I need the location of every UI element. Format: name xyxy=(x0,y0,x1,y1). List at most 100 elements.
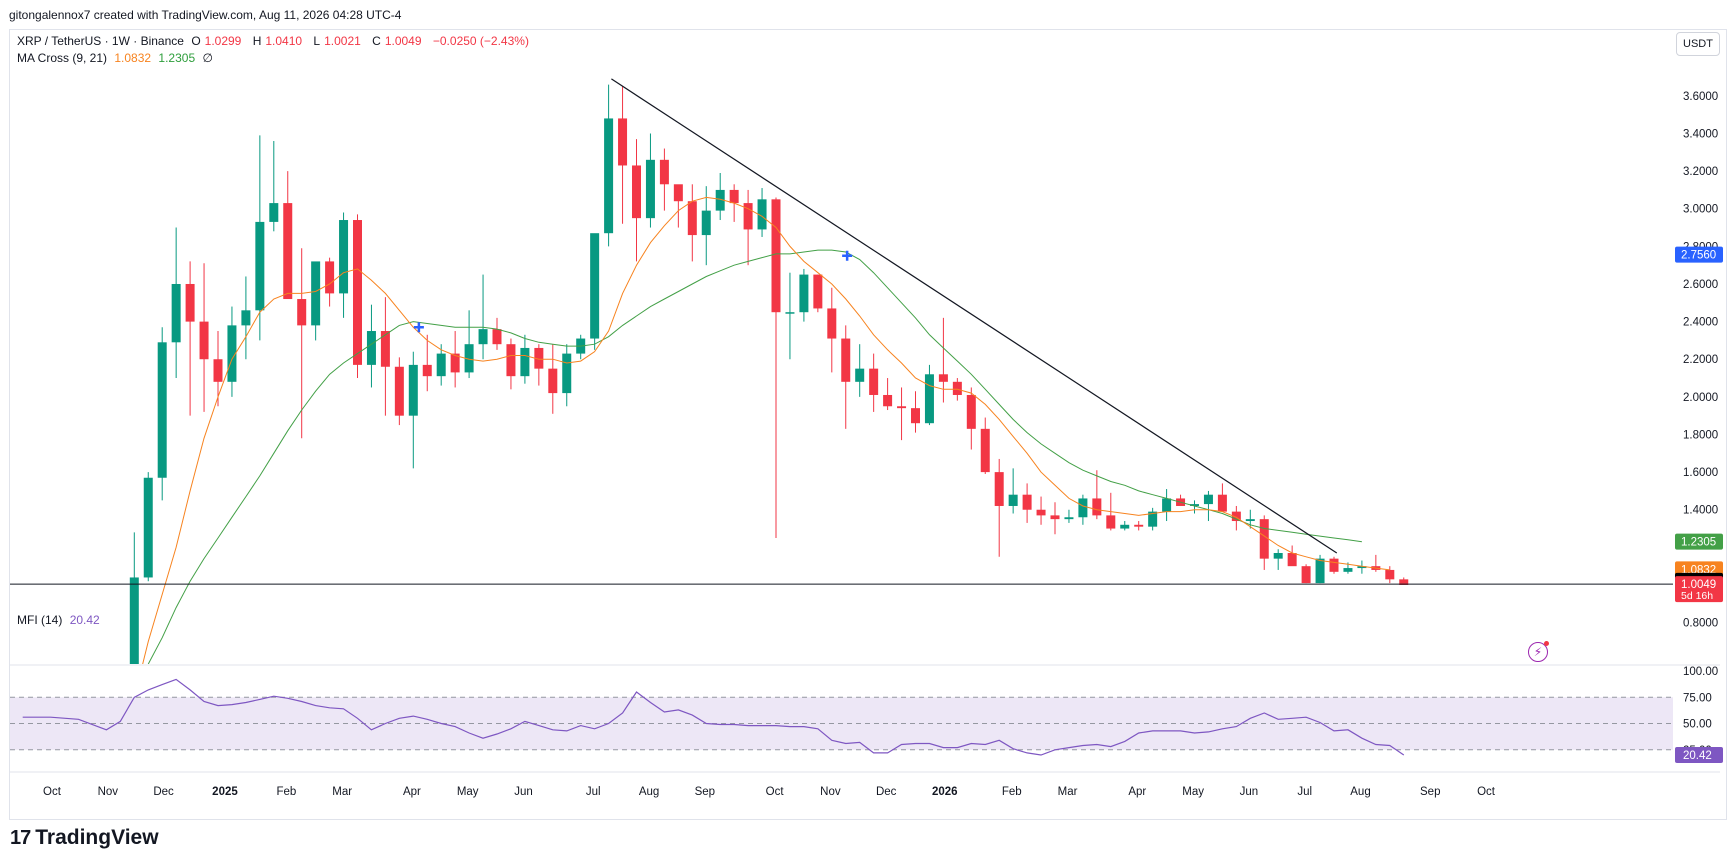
candle-body xyxy=(534,347,544,369)
ma-slow-value: 1.2305 xyxy=(158,51,196,65)
ma-fast-value: 1.0832 xyxy=(114,51,152,65)
legend-low: L 1.0021 xyxy=(313,34,361,48)
candle-body xyxy=(18,673,27,675)
candle-body xyxy=(813,274,823,309)
candle-body xyxy=(129,577,139,664)
candle-body xyxy=(785,312,795,314)
candle-body xyxy=(185,283,195,322)
legend-close: C 1.0049 xyxy=(372,34,422,48)
x-tick-label: Apr xyxy=(1128,786,1146,798)
mfi-value: 20.42 xyxy=(69,613,100,627)
candle-body xyxy=(520,347,530,377)
candle-body xyxy=(1315,558,1325,584)
y-tick-label: 1.4000 xyxy=(1683,505,1718,517)
legend-change: −0.0250 (−2.43%) xyxy=(432,34,529,48)
y-tick-label: 3.2000 xyxy=(1683,166,1718,178)
x-tick-label: Sep xyxy=(695,786,715,798)
price-pane xyxy=(18,78,1409,679)
candle-body xyxy=(1259,519,1269,559)
candle-body xyxy=(1106,515,1116,529)
candle-body xyxy=(938,374,948,382)
candle-body xyxy=(339,220,349,294)
mfi-title[interactable]: MFI (14) xyxy=(17,613,63,627)
candle-body xyxy=(1190,504,1199,506)
candle-body xyxy=(1078,498,1088,518)
candle-body xyxy=(171,283,181,343)
candle-body xyxy=(562,353,572,394)
candle-body xyxy=(1385,569,1395,580)
x-tick-label: Nov xyxy=(820,786,841,798)
candle-body xyxy=(701,210,711,236)
candle-body xyxy=(199,321,209,360)
candle-body xyxy=(353,220,362,365)
chart-frame[interactable] xyxy=(9,29,1727,820)
candle-body xyxy=(394,366,404,416)
candle-body xyxy=(32,672,41,676)
candle-body xyxy=(227,325,237,382)
ma-fast-line xyxy=(142,196,1390,664)
x-tick-label: 2026 xyxy=(932,786,958,798)
candle-body xyxy=(980,428,990,473)
candle-body xyxy=(771,199,781,313)
candle-body xyxy=(74,677,83,679)
mfi-value-badge-text: 20.42 xyxy=(1683,750,1712,762)
candle-body xyxy=(1092,498,1102,516)
y-tick-label: 2.2000 xyxy=(1683,354,1718,366)
notification-dot xyxy=(1544,641,1549,646)
candle-body xyxy=(1036,509,1046,516)
candle-body xyxy=(478,329,488,345)
x-tick-label: Jun xyxy=(1240,786,1259,798)
candle-body xyxy=(366,331,376,365)
candle-body xyxy=(311,261,321,326)
price-axis-badge-text: 2.7560 xyxy=(1681,250,1716,262)
y-tick-label: 3.4000 xyxy=(1683,128,1718,140)
lightning-icon[interactable]: ⚡ xyxy=(1528,641,1549,662)
candle-body xyxy=(102,675,111,677)
price-axis-badge-text: 1.2305 xyxy=(1681,537,1716,549)
x-tick-label: Feb xyxy=(1002,786,1022,798)
candle-body xyxy=(924,374,934,424)
candle-body xyxy=(855,368,865,382)
candle-body xyxy=(506,344,516,377)
legend-high: H 1.0410 xyxy=(252,34,303,48)
mfi-level-label: 50.00 xyxy=(1683,719,1712,731)
x-tick-label: Oct xyxy=(1477,786,1496,798)
mfi-level-label: 100.00 xyxy=(1683,666,1718,678)
candle-body xyxy=(645,159,655,219)
candle-body xyxy=(897,406,907,409)
candle-body xyxy=(1357,566,1367,569)
candle-body xyxy=(1301,566,1311,584)
candle-body xyxy=(883,394,893,407)
candle-body xyxy=(1343,568,1353,572)
candle-body xyxy=(841,338,851,382)
candle-body xyxy=(1120,524,1130,529)
candle-body xyxy=(269,203,279,222)
x-tick-label: Apr xyxy=(403,786,421,798)
candle-body xyxy=(88,677,97,679)
candle-body xyxy=(492,329,502,345)
currency-button[interactable]: USDT xyxy=(1676,32,1720,56)
candle-body xyxy=(1245,519,1255,522)
x-tick-label: Dec xyxy=(876,786,897,798)
tradingview-brand[interactable]: 17 TradingView xyxy=(10,823,159,853)
candle-body xyxy=(952,381,962,395)
candle-body xyxy=(408,364,418,416)
candle-body xyxy=(1231,511,1241,522)
price-axis-badge-text: 1.0049 xyxy=(1681,579,1716,591)
candle-body xyxy=(1329,558,1339,572)
ma-title[interactable]: MA Cross (9, 21) xyxy=(17,51,108,65)
ma-cross-marker xyxy=(842,250,853,261)
price-axis-badge xyxy=(1675,246,1723,263)
candle-body xyxy=(715,189,725,211)
tradingview-logo-icon: 17 xyxy=(10,826,31,849)
candle-body xyxy=(618,118,628,166)
mfi-value-badge xyxy=(1675,747,1723,763)
legend-symbol[interactable]: XRP / TetherUS · 1W · Binance xyxy=(17,34,184,48)
candle-body xyxy=(464,344,474,373)
x-tick-label: May xyxy=(1182,786,1204,798)
candle-body xyxy=(380,331,390,367)
x-tick-label: Mar xyxy=(332,786,352,798)
brand-name: TradingView xyxy=(35,826,159,849)
